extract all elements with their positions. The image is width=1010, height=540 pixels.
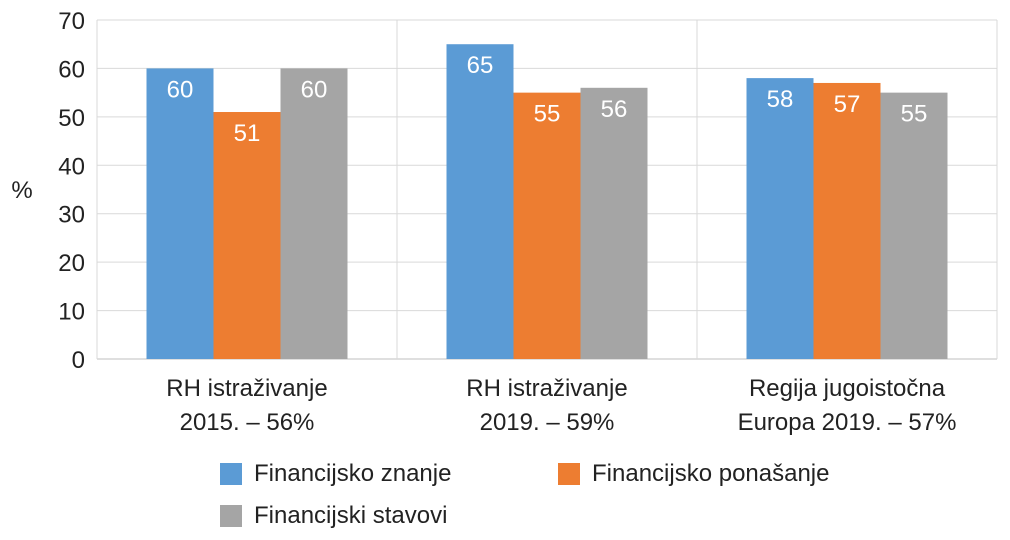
legend-item-1: Financijsko ponašanje	[558, 460, 829, 488]
data-label: 55	[534, 101, 561, 128]
y-tick-label: 20	[58, 250, 85, 277]
data-label: 57	[834, 91, 861, 118]
category-label: RH istraživanje	[166, 375, 327, 402]
legend-label: Financijski stavovi	[254, 502, 448, 529]
bar	[146, 68, 214, 359]
y-tick-label: 40	[58, 153, 85, 180]
legend-swatch	[220, 463, 242, 485]
legend-label: Financijsko znanje	[254, 460, 452, 487]
data-label: 60	[167, 76, 194, 103]
category-label: 2015. – 56%	[180, 409, 315, 436]
bar	[446, 44, 514, 359]
bar	[280, 68, 348, 359]
bar	[880, 92, 948, 360]
legend-item-2: Financijski stavovi	[220, 502, 447, 530]
category-label: Regija jugoistočna	[749, 375, 946, 402]
data-label: 60	[301, 76, 328, 103]
y-tick-label: 10	[58, 299, 85, 326]
data-label: 58	[767, 86, 794, 113]
y-axis-label: %	[11, 177, 32, 204]
data-label: 51	[234, 120, 261, 147]
y-tick-label: 50	[58, 105, 85, 132]
category-label: 2019. – 59%	[480, 409, 615, 436]
legend-item-0: Financijsko znanje	[220, 460, 451, 488]
data-label: 65	[467, 52, 494, 79]
bar	[746, 78, 814, 359]
bar	[513, 92, 581, 360]
y-tick-label: 70	[58, 8, 85, 35]
y-tick-label: 30	[58, 202, 85, 229]
y-tick-label: 0	[72, 347, 85, 374]
legend-label: Financijsko ponašanje	[592, 460, 830, 487]
category-label: RH istraživanje	[466, 375, 627, 402]
legend-swatch	[558, 463, 580, 485]
category-label: Europa 2019. – 57%	[738, 409, 957, 436]
bar	[213, 112, 281, 359]
y-tick-label: 60	[58, 56, 85, 83]
bar	[580, 87, 648, 360]
data-label: 55	[901, 101, 928, 128]
legend-swatch	[220, 505, 242, 527]
bar	[813, 82, 881, 359]
data-label: 56	[601, 96, 628, 123]
